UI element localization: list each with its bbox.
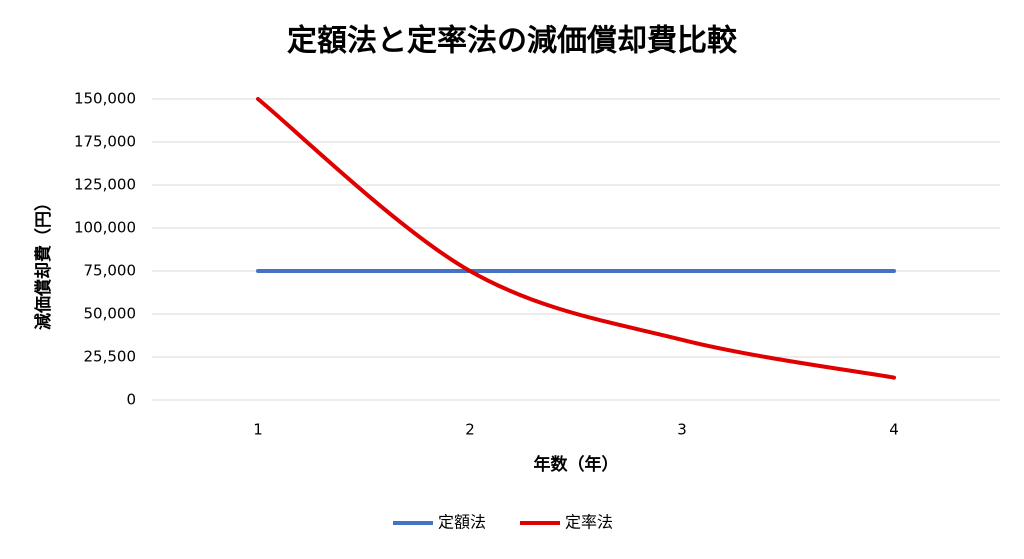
y-tick-label: 125,000 — [74, 176, 136, 194]
y-axis-title: 減価償却費（円） — [33, 194, 54, 330]
x-axis-title: 年数（年） — [534, 454, 619, 475]
y-tick-label: 75,000 — [84, 262, 137, 280]
series-line — [256, 97, 896, 380]
y-tick-label: 150,000 — [74, 90, 136, 108]
legend-label: 定額法 — [438, 513, 486, 532]
y-tick-label: 0 — [126, 391, 136, 409]
x-tick-label: 2 — [465, 421, 475, 439]
x-tick-label: 3 — [677, 421, 687, 439]
x-tick-label: 4 — [889, 421, 899, 439]
y-tick-label: 25,500 — [84, 348, 137, 366]
y-tick-label: 175,000 — [74, 133, 136, 151]
y-tick-label: 100,000 — [74, 219, 136, 237]
chart-title: 定額法と定率法の減価償却費比較 — [287, 24, 738, 59]
legend-label: 定率法 — [565, 513, 613, 532]
x-tick-label: 1 — [253, 421, 263, 439]
y-tick-label: 50,000 — [84, 305, 137, 323]
